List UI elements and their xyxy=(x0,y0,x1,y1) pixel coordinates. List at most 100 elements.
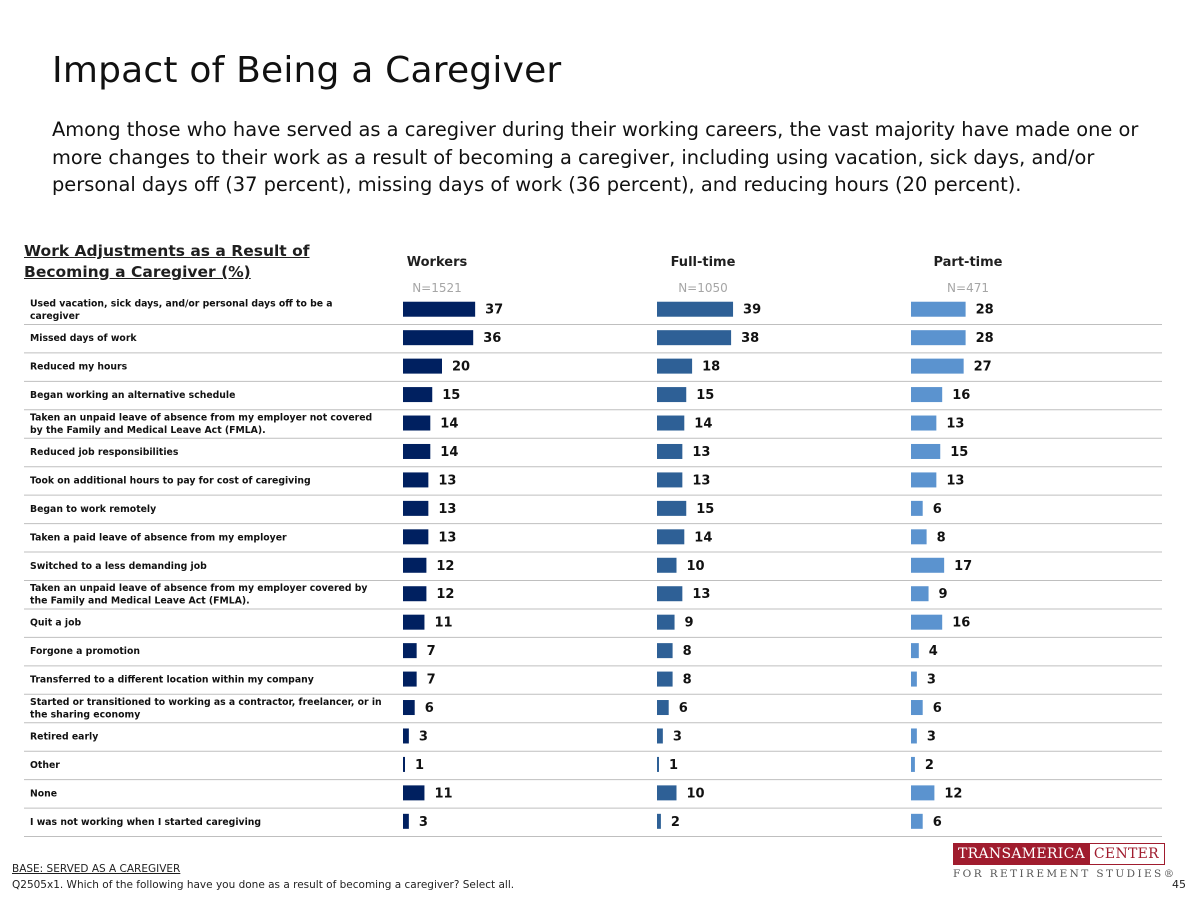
category-label: Began to work remotely xyxy=(30,504,156,515)
category-label: Taken a paid leave of absence from my em… xyxy=(30,532,287,543)
question-text: Q2505x1. Which of the following have you… xyxy=(12,879,515,891)
data-label: 13 xyxy=(692,473,710,488)
bar-workers xyxy=(403,301,476,317)
category-label: I was not working when I started caregiv… xyxy=(30,817,261,828)
bar-full-time xyxy=(657,785,677,801)
category-label: Took on additional hours to pay for cost… xyxy=(30,475,311,486)
page-title: Impact of Being a Caregiver xyxy=(52,50,562,91)
data-label: 2 xyxy=(671,815,680,830)
bar-workers xyxy=(403,785,425,801)
data-label: 13 xyxy=(692,445,710,460)
bar-part-time xyxy=(911,472,937,488)
bar-workers xyxy=(403,586,427,602)
data-label: 18 xyxy=(702,360,720,375)
bar-part-time xyxy=(911,756,915,772)
bar-full-time xyxy=(657,557,677,573)
category-label: Quit a job xyxy=(30,618,81,629)
category-label: Reduced my hours xyxy=(30,362,128,373)
bar-workers xyxy=(403,529,429,545)
bar-part-time xyxy=(911,387,943,403)
category-label: Other xyxy=(30,760,60,771)
data-label: 11 xyxy=(434,786,452,801)
column-header-part-time: Part-time xyxy=(933,255,1003,270)
data-label: 9 xyxy=(685,616,694,631)
bar-workers xyxy=(403,728,409,744)
bar-full-time xyxy=(657,586,683,602)
data-label: 11 xyxy=(434,616,452,631)
data-label: 3 xyxy=(419,729,428,744)
bar-part-time xyxy=(911,813,923,829)
base-label: BASE: SERVED AS A CAREGIVER xyxy=(12,863,181,875)
data-label: 1 xyxy=(415,758,424,773)
column-header-full-time: Full-time xyxy=(670,255,736,270)
data-label: 1 xyxy=(669,758,678,773)
data-label: 6 xyxy=(933,815,942,830)
data-label: 12 xyxy=(944,786,962,801)
category-label: Used vacation, sick days, and/or persona… xyxy=(30,298,333,322)
data-label: 4 xyxy=(929,644,938,659)
data-label: 14 xyxy=(440,417,458,432)
data-label: 10 xyxy=(687,559,705,574)
data-label: 37 xyxy=(485,303,503,318)
data-label: 38 xyxy=(741,331,759,346)
data-label: 27 xyxy=(974,360,992,375)
bar-full-time xyxy=(657,614,675,630)
data-label: 36 xyxy=(483,331,501,346)
bar-full-time xyxy=(657,358,693,374)
data-label: 12 xyxy=(436,559,454,574)
bar-workers xyxy=(403,614,425,630)
data-label: 13 xyxy=(438,530,456,545)
bar-workers xyxy=(403,557,427,573)
category-label: Transferred to a different location with… xyxy=(30,675,314,686)
sample-size-workers: N=1521 xyxy=(412,281,462,295)
data-label: 15 xyxy=(442,388,460,403)
bar-full-time xyxy=(657,529,685,545)
data-label: 6 xyxy=(933,502,942,517)
data-label: 14 xyxy=(440,445,458,460)
data-label: 10 xyxy=(687,786,705,801)
data-label: 8 xyxy=(937,530,946,545)
bar-part-time xyxy=(911,301,966,317)
bar-workers xyxy=(403,756,405,772)
page-number: 45 xyxy=(1172,878,1186,891)
page-subtitle: Among those who have served as a caregiv… xyxy=(52,118,1139,196)
data-label: 28 xyxy=(976,331,994,346)
data-label: 39 xyxy=(743,303,761,318)
data-label: 16 xyxy=(952,388,970,403)
bar-full-time xyxy=(657,643,673,659)
bar-workers xyxy=(403,330,474,346)
data-label: 15 xyxy=(950,445,968,460)
category-label: Taken an unpaid leave of absence from my… xyxy=(30,412,372,436)
category-label: Began working an alternative schedule xyxy=(30,390,235,401)
bar-workers xyxy=(403,387,433,403)
bar-part-time xyxy=(911,671,917,687)
logo-text-right: CENTER xyxy=(1087,843,1165,865)
bar-workers xyxy=(403,500,429,516)
data-label: 20 xyxy=(452,360,470,375)
data-label: 13 xyxy=(438,502,456,517)
data-label: 12 xyxy=(436,587,454,602)
bar-part-time xyxy=(911,728,917,744)
category-label: Reduced job responsibilities xyxy=(30,447,179,458)
data-label: 15 xyxy=(696,388,714,403)
bar-part-time xyxy=(911,586,929,602)
bar-full-time xyxy=(657,756,659,772)
bar-full-time xyxy=(657,728,663,744)
category-label: Forgone a promotion xyxy=(30,646,140,657)
bar-full-time xyxy=(657,330,732,346)
data-label: 6 xyxy=(933,701,942,716)
data-label: 14 xyxy=(694,417,712,432)
bar-full-time xyxy=(657,387,687,403)
bar-part-time xyxy=(911,529,927,545)
sample-size-full-time: N=1050 xyxy=(678,281,728,295)
bar-full-time xyxy=(657,500,687,516)
bar-part-time xyxy=(911,614,943,630)
category-label: Missed days of work xyxy=(30,333,137,344)
data-label: 3 xyxy=(927,673,936,688)
data-label: 8 xyxy=(683,673,692,688)
bar-workers xyxy=(403,472,429,488)
data-label: 8 xyxy=(683,644,692,659)
chart-title: Work Adjustments as a Result of Becoming… xyxy=(24,242,310,281)
bar-chart: Used vacation, sick days, and/or persona… xyxy=(24,298,1162,838)
category-label: Retired early xyxy=(30,731,98,742)
